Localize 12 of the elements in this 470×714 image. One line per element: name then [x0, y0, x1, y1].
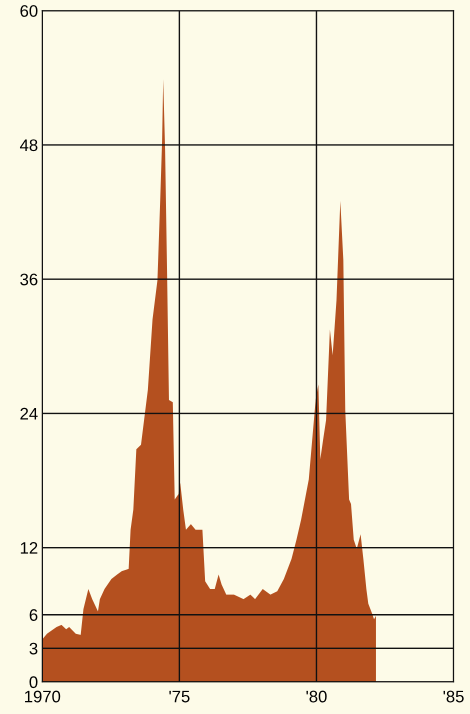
y-tick-label: 24: [20, 408, 38, 420]
y-tick-label: 48: [20, 139, 38, 152]
y-tick-label: 60: [20, 5, 38, 17]
x-tick-label: '85: [444, 690, 464, 702]
y-tick-label: 6: [30, 609, 38, 621]
x-tick-label: 1970: [25, 690, 60, 702]
x-tick-label: '80: [306, 690, 327, 702]
x-tick-label: '75: [169, 690, 190, 702]
y-tick-label: 0: [30, 676, 38, 688]
y-tick-label: 3: [30, 642, 38, 655]
y-tick-label: 36: [20, 274, 38, 286]
y-tick-label: 12: [20, 542, 38, 554]
